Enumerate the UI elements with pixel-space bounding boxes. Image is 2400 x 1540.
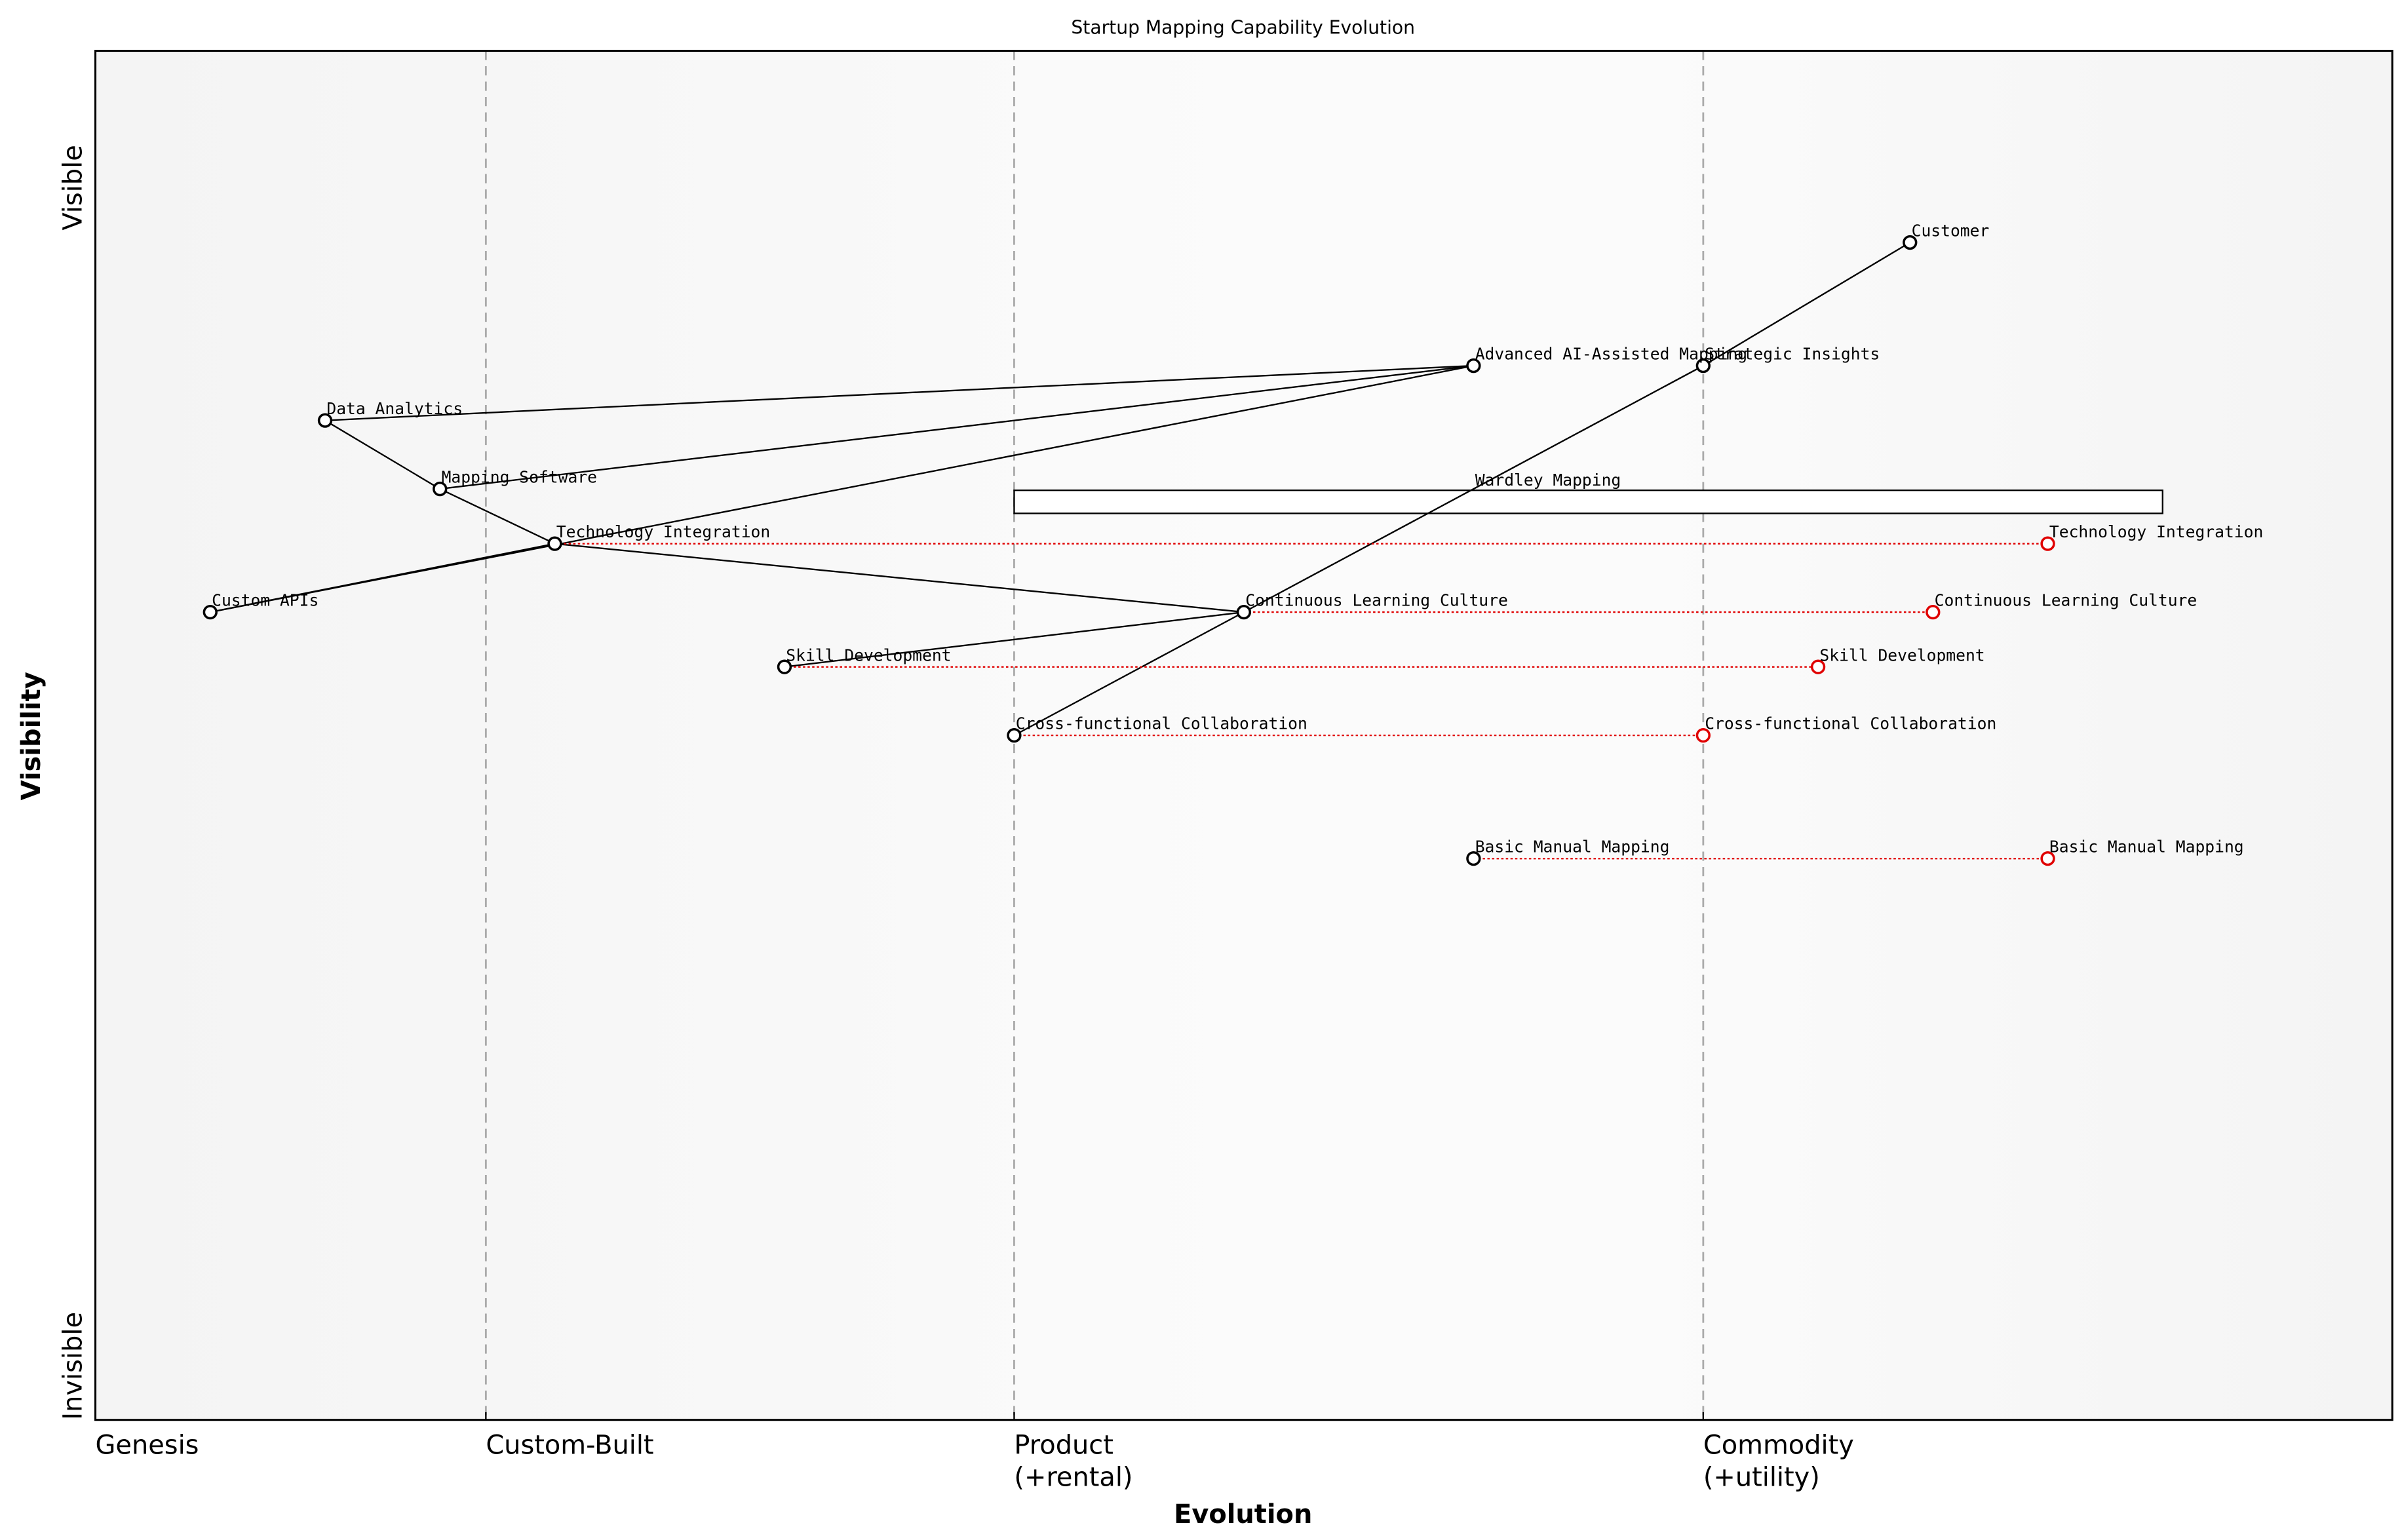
link-skill-development-to-continuous-learning-culture [784,611,1245,668]
component-technology-integration[interactable]: Technology Integration [547,522,770,551]
link-mapping-software-to-advanced-ai-assisted-mapping [440,364,1474,490]
evolution-lines [554,543,2048,860]
node-marker[interactable] [203,604,218,620]
x-tick-label: (+rental) [1014,1463,1132,1493]
dependency-links [210,242,1910,737]
node-marker[interactable] [433,481,448,497]
y-axis-label: Visibility [16,672,47,800]
component-strategic-insights[interactable]: Strategic Insights [1695,345,1880,374]
node-label: Skill Development [786,645,951,664]
evolved-cross-functional-collaboration[interactable]: Cross-functional Collaboration [1695,714,1996,743]
component-basic-manual-mapping[interactable]: Basic Manual Mapping [1466,837,1670,866]
component-data-analytics[interactable]: Data Analytics [317,399,463,428]
node-label: Customer [1912,221,1990,241]
node-label: Mapping Software [442,468,597,487]
evolved-node-marker[interactable] [1810,659,1826,674]
node-label: Technology Integration [556,522,770,541]
evolved-node-marker[interactable] [1926,604,1941,620]
pipelines: Wardley Mapping [1013,471,2163,514]
chart-title: Startup Mapping Capability Evolution [1071,17,1415,39]
evolved-node-label: Technology Integration [2049,522,2263,541]
node-marker[interactable] [1007,727,1022,743]
node-label: Basic Manual Mapping [1475,837,1670,857]
node-label: Custom APIs [212,591,319,610]
evolved-basic-manual-mapping[interactable]: Basic Manual Mapping [2040,837,2244,866]
pipeline-label: Wardley Mapping [1475,471,1621,490]
link-customer-to-strategic-insights [1703,242,1910,367]
x-tick-label: Custom-Built [486,1430,653,1460]
evolved-node-label: Cross-functional Collaboration [1705,714,1996,733]
node-marker[interactable] [1466,851,1481,866]
evolved-technology-integration[interactable]: Technology Integration [2040,522,2263,551]
evolved-node-marker[interactable] [2040,536,2055,551]
y-axis-ticks: Invisible Visible [58,145,88,1419]
link-technology-integration-to-continuous-learning-culture [554,543,1245,613]
node-marker[interactable] [547,536,562,551]
pipeline-box [1013,489,2163,514]
plot-frame [94,50,2393,1421]
component-custom-apis[interactable]: Custom APIs [203,591,319,620]
pipeline-wardley-mapping: Wardley Mapping [1013,471,2163,514]
link-data-analytics-to-mapping-software [324,419,440,490]
component-advanced-ai-assisted-mapping[interactable]: Advanced AI-Assisted Mapping [1466,345,1747,374]
evolved-continuous-learning-culture[interactable]: Continuous Learning Culture [1926,591,2197,620]
x-axis-label: Evolution [1174,1499,1312,1530]
node-label: Cross-functional Collaboration [1016,714,1307,733]
link-custom-apis-to-technology-integration [210,543,555,613]
node-marker[interactable] [1695,358,1711,374]
x-tick-label: Product [1014,1430,1113,1460]
evolved-node-label: Basic Manual Mapping [2049,837,2244,857]
plot-background [95,50,2393,1420]
node-marker[interactable] [1466,358,1481,374]
x-axis-ticks: Genesis Custom-Built Product(+rental) Commo… [94,1412,1854,1493]
node-marker[interactable] [1903,235,1918,250]
component-skill-development[interactable]: Skill Development [777,645,952,674]
node-marker[interactable] [1236,604,1252,620]
node-label: Strategic Insights [1705,345,1880,364]
component-mapping-software[interactable]: Mapping Software [433,468,597,497]
node-marker[interactable] [317,413,333,428]
link-mapping-software-to-technology-integration [439,488,555,545]
x-tick-label: (+utility) [1703,1463,1820,1493]
component-cross-functional-collaboration[interactable]: Cross-functional Collaboration [1007,714,1307,743]
component-customer[interactable]: Customer [1903,221,1990,250]
y-tick-label: Invisible [58,1312,88,1420]
evolved-node-marker[interactable] [2040,851,2055,866]
node-label: Advanced AI-Assisted Mapping [1475,345,1747,364]
node-label: Data Analytics [326,399,463,418]
evolved-node-label: Continuous Learning Culture [1935,591,2197,610]
x-tick-label: Genesis [96,1430,199,1460]
link-data-analytics-to-advanced-ai-assisted-mapping [324,364,1474,421]
node-marker[interactable] [777,659,792,674]
evolved-node-marker[interactable] [1695,727,1711,743]
link-continuous-learning-culture-to-cross-functional-collaboration [1013,611,1245,737]
evolved-node-label: Skill Development [1819,645,1984,664]
evolved-components: Technology Integration Continuous Learnin… [1695,522,2263,866]
x-tick-label: Commodity [1703,1430,1854,1460]
link-strategic-insights-to-continuous-learning-culture [1243,365,1704,613]
node-label: Continuous Learning Culture [1245,591,1508,610]
y-tick-label: Visible [58,145,88,230]
component-continuous-learning-culture[interactable]: Continuous Learning Culture [1236,591,1508,620]
evolved-skill-development[interactable]: Skill Development [1810,645,1985,674]
